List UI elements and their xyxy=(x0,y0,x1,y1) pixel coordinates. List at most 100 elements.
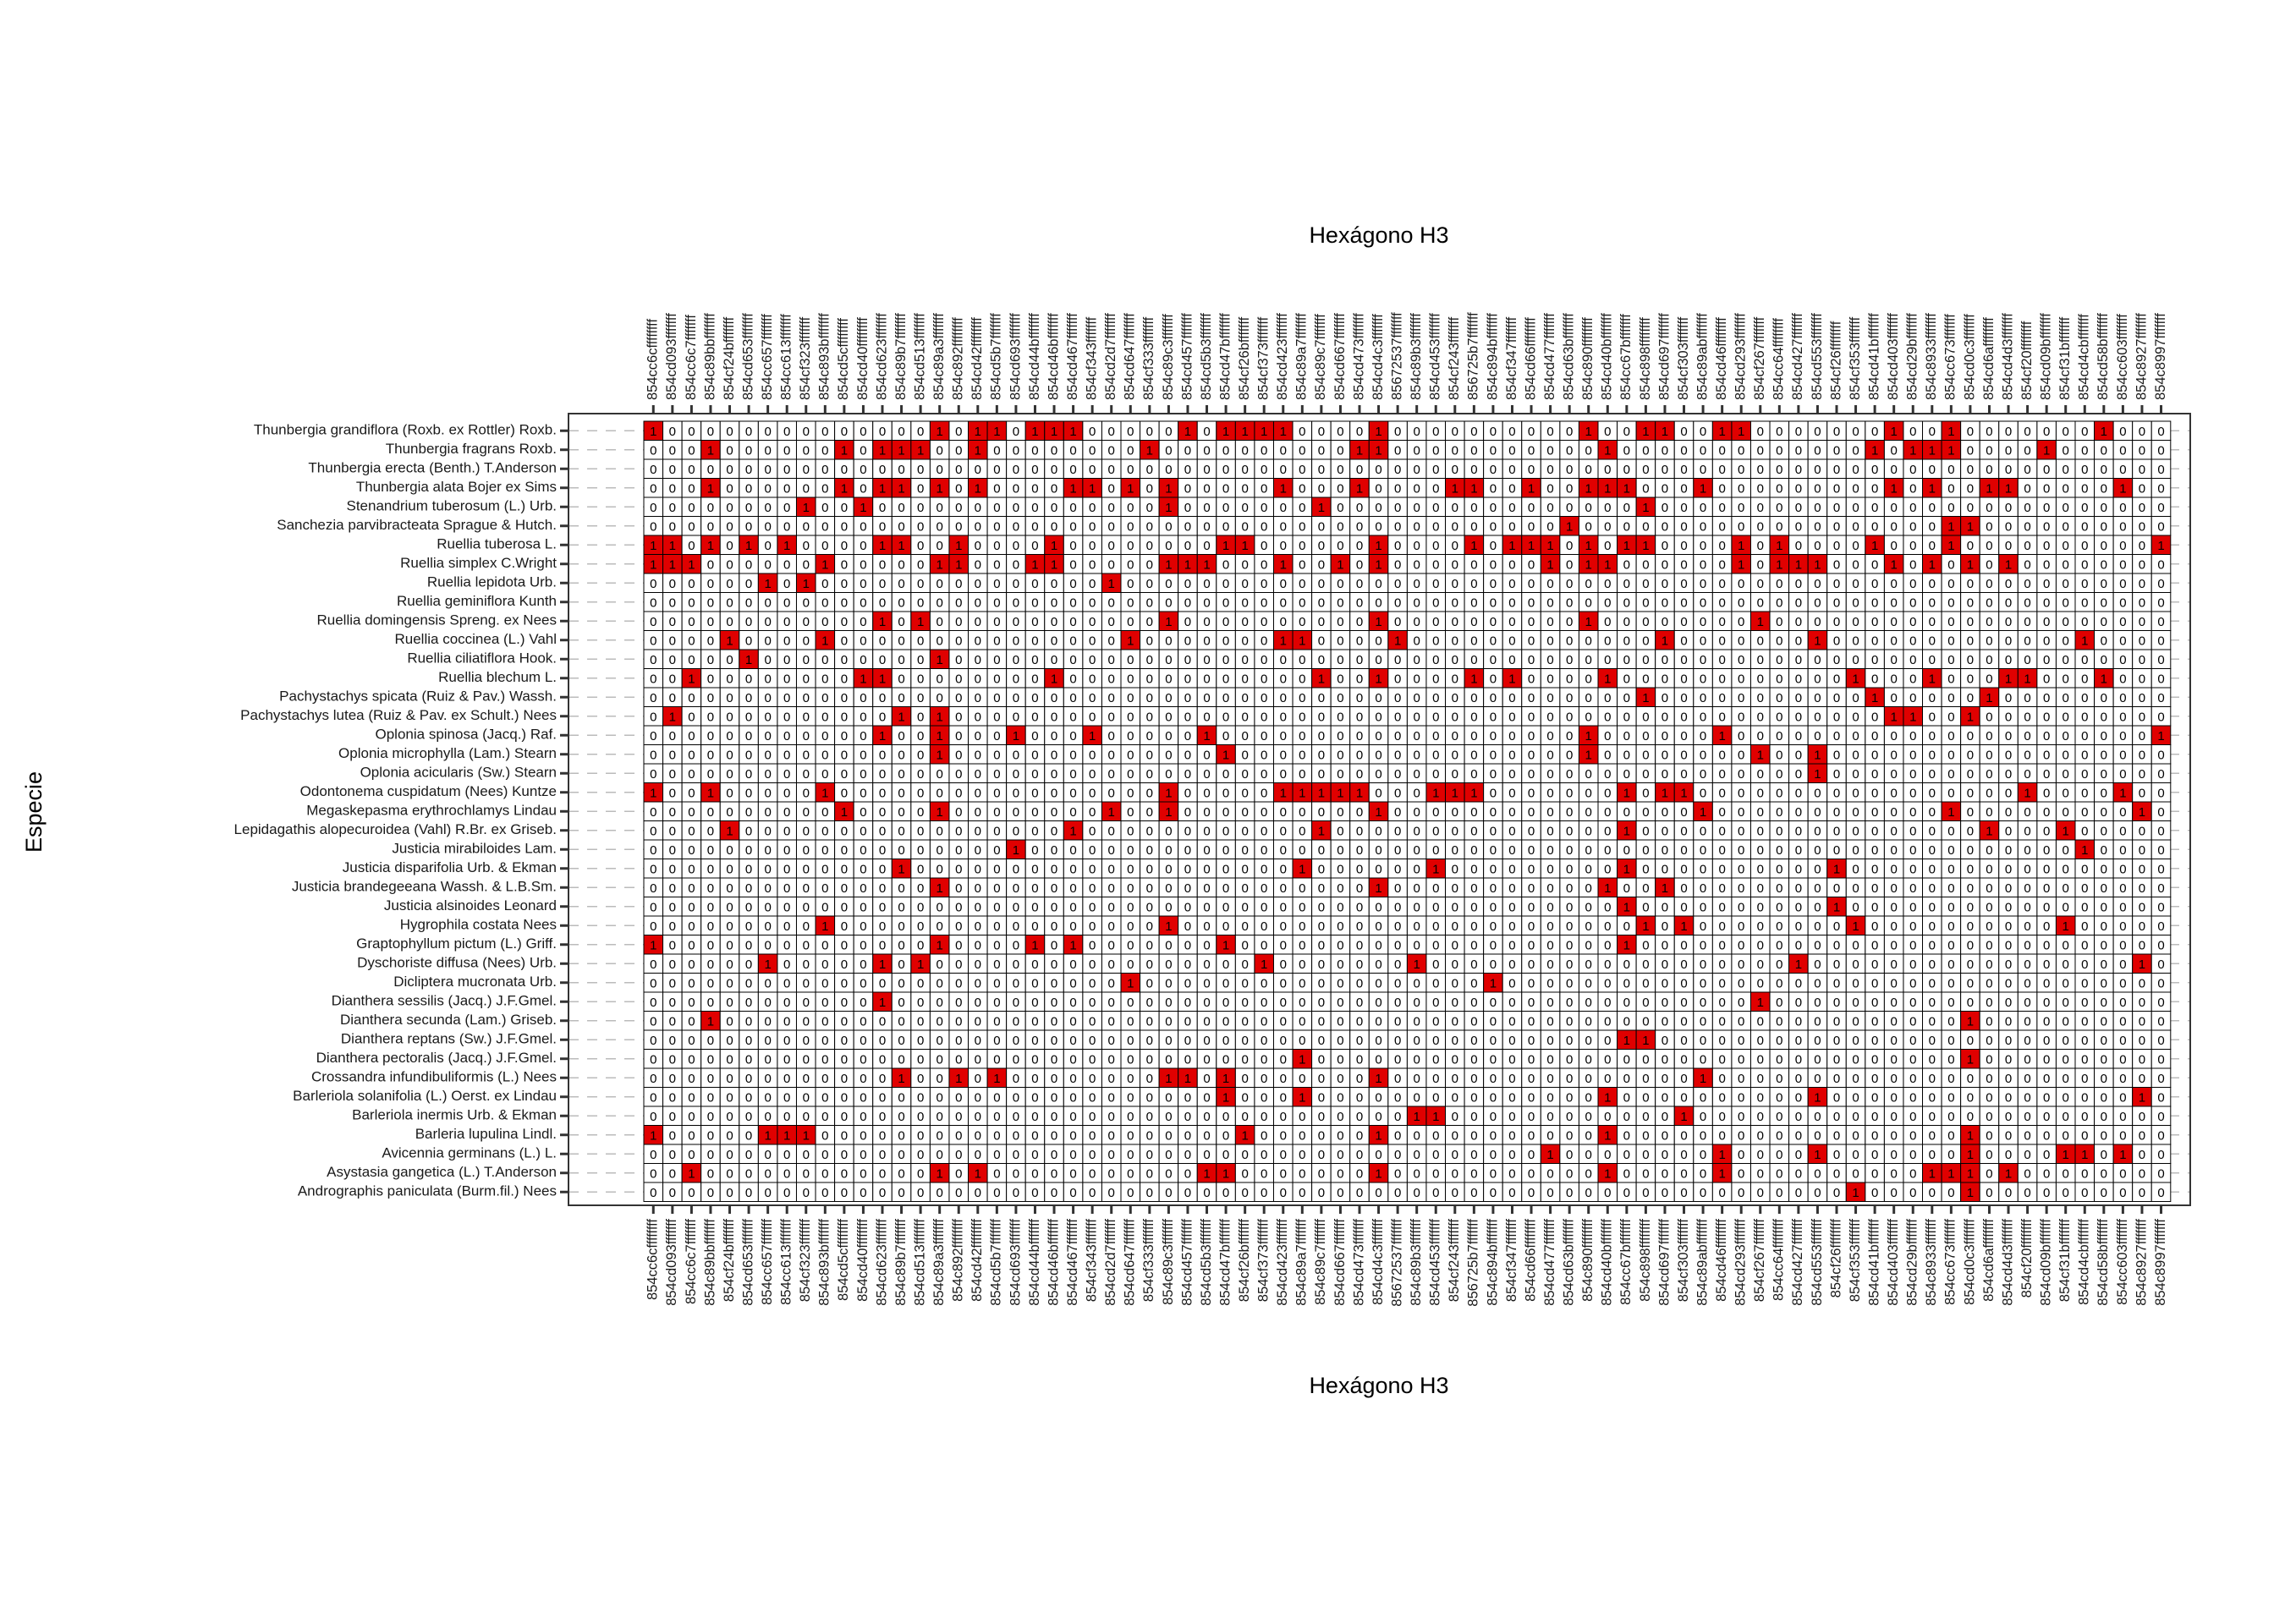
cell-label: 0 xyxy=(1203,862,1210,876)
cell-label: 0 xyxy=(1623,577,1630,591)
cell-label: 0 xyxy=(1470,919,1477,934)
cell-label: 0 xyxy=(1528,519,1535,534)
cell-label: 0 xyxy=(1108,481,1115,496)
cell-label: 0 xyxy=(879,691,886,705)
cell-label: 0 xyxy=(1108,672,1115,686)
cell-label: 0 xyxy=(1757,976,1764,990)
cell-label: 0 xyxy=(1623,767,1630,782)
cell-label: 1 xyxy=(937,938,943,952)
cell-label: 0 xyxy=(1757,900,1764,914)
cell-label: 0 xyxy=(1814,615,1821,629)
cell-label: 0 xyxy=(2119,938,2126,952)
cell-label: 0 xyxy=(1623,557,1630,572)
cell-label: 0 xyxy=(1776,900,1782,914)
cell-label: 0 xyxy=(1566,653,1573,667)
cell-label: 0 xyxy=(1127,805,1134,820)
cell-label: 0 xyxy=(1013,443,1019,458)
cell-label: 0 xyxy=(1814,843,1821,858)
cell-label: 0 xyxy=(860,805,866,820)
cell-label: 0 xyxy=(1146,957,1153,972)
cell-label: 0 xyxy=(1452,634,1458,648)
cell-label: 1 xyxy=(1757,748,1764,762)
cell-label: 1 xyxy=(1642,919,1649,934)
cell-label: 0 xyxy=(1947,463,1954,477)
cell-label: 0 xyxy=(2101,786,2107,800)
cell-label: 0 xyxy=(993,501,1000,515)
cell-label: 0 xyxy=(1700,996,1706,1010)
cell-label: 0 xyxy=(1662,938,1668,952)
cell-label: 1 xyxy=(650,425,656,439)
cell-label: 0 xyxy=(2139,463,2145,477)
cell-label: 0 xyxy=(1013,539,1019,553)
cell-label: 0 xyxy=(1470,443,1477,458)
cell-label: 0 xyxy=(1680,557,1687,572)
cell-label: 0 xyxy=(2043,710,2050,724)
cell-label: 1 xyxy=(1947,539,1954,553)
cell-label: 0 xyxy=(745,595,752,610)
cell-label: 0 xyxy=(2101,957,2107,972)
cell-label: 0 xyxy=(1623,957,1630,972)
cell-label: 0 xyxy=(937,539,943,553)
cell-label: 0 xyxy=(2081,481,2088,496)
cell-label: 0 xyxy=(2063,595,2069,610)
cell-label: 0 xyxy=(1546,862,1553,876)
cell-label: 0 xyxy=(1318,900,1325,914)
cell-label: 0 xyxy=(2005,519,2012,534)
cell-label: 0 xyxy=(917,976,924,990)
cell-label: 0 xyxy=(1871,748,1878,762)
cell-label: 0 xyxy=(1146,976,1153,990)
cell-label: 1 xyxy=(975,425,981,439)
cell-label: 0 xyxy=(1470,501,1477,515)
cell-label: 1 xyxy=(937,881,943,896)
cell-label: 0 xyxy=(1662,996,1668,1010)
cell-label: 0 xyxy=(1871,824,1878,838)
cell-label: 0 xyxy=(879,595,886,610)
cell-label: 0 xyxy=(917,539,924,553)
cell-label: 0 xyxy=(1203,519,1210,534)
cell-label: 0 xyxy=(1222,881,1229,896)
cell-label: 0 xyxy=(1986,919,1992,934)
cell-label: 0 xyxy=(1337,425,1343,439)
cell-label: 0 xyxy=(879,463,886,477)
cell-label: 0 xyxy=(2063,501,2069,515)
cell-label: 0 xyxy=(1718,957,1725,972)
cell-label: 1 xyxy=(898,710,904,724)
cell-label: 0 xyxy=(2139,748,2145,762)
cell-label: 0 xyxy=(1986,615,1992,629)
cell-label: 0 xyxy=(1680,653,1687,667)
cell-label: 0 xyxy=(841,615,848,629)
cell-label: 0 xyxy=(2157,805,2164,820)
cell-label: 0 xyxy=(688,463,695,477)
cell-label: 0 xyxy=(1414,919,1420,934)
cell-label: 0 xyxy=(803,976,810,990)
cell-label: 0 xyxy=(2139,691,2145,705)
cell-label: 0 xyxy=(1814,519,1821,534)
cell-label: 0 xyxy=(2005,425,2012,439)
cell-label: 0 xyxy=(2119,443,2126,458)
cell-label: 0 xyxy=(1757,501,1764,515)
cell-label: 0 xyxy=(1814,691,1821,705)
cell-label: 0 xyxy=(1642,938,1649,952)
cell-label: 0 xyxy=(650,824,656,838)
cell-label: 0 xyxy=(1108,824,1115,838)
cell-label: 0 xyxy=(2139,481,2145,496)
cell-label: 0 xyxy=(1757,519,1764,534)
cell-label: 1 xyxy=(1165,557,1172,572)
cell-label: 0 xyxy=(2139,539,2145,553)
cell-label: 0 xyxy=(1871,557,1878,572)
cell-label: 0 xyxy=(2157,595,2164,610)
cell-label: 0 xyxy=(1814,710,1821,724)
cell-label: 0 xyxy=(1414,843,1420,858)
cell-label: 0 xyxy=(1356,976,1363,990)
cell-label: 0 xyxy=(1051,996,1057,1010)
cell-label: 1 xyxy=(1051,557,1057,572)
cell-label: 0 xyxy=(1814,672,1821,686)
cell-label: 0 xyxy=(1203,539,1210,553)
cell-label: 0 xyxy=(1795,672,1802,686)
cell-label: 0 xyxy=(1280,900,1287,914)
cell-label: 0 xyxy=(1108,996,1115,1010)
cell-label: 0 xyxy=(745,443,752,458)
cell-label: 0 xyxy=(1718,539,1725,553)
cell-label: 0 xyxy=(707,767,714,782)
cell-label: 0 xyxy=(764,691,771,705)
